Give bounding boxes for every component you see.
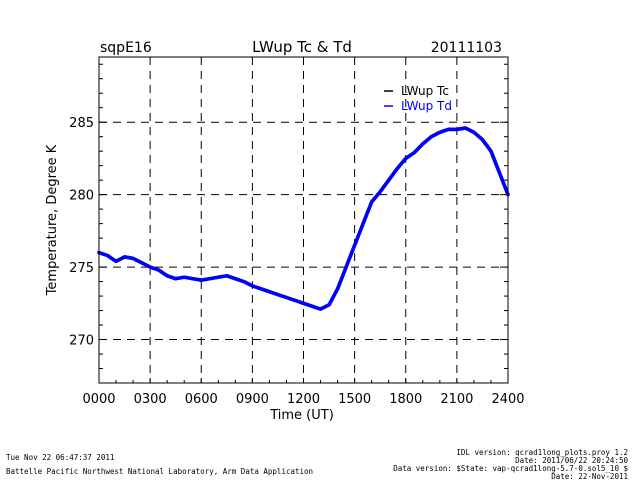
- x-tick-label: 0900: [236, 392, 269, 407]
- y-tick-label: 275: [69, 261, 94, 276]
- site-label: sqpE16: [100, 40, 152, 56]
- x-tick-label: 0000: [82, 392, 115, 407]
- y-tick-label: 285: [69, 116, 94, 131]
- legend-label-1: LWup Tc: [401, 84, 449, 98]
- legend-label-2: LWup Td: [401, 99, 452, 113]
- data-version: Data version: $State: vap-qcrad1long-5.7…: [393, 464, 628, 473]
- x-tick-label: 1200: [287, 392, 320, 407]
- x-tick-label: 2100: [440, 392, 473, 407]
- lab-credit: Battelle Pacific Northwest National Labo…: [6, 467, 314, 476]
- plot-frame: [98, 56, 509, 384]
- chart-title: LWup Tc & Td: [252, 38, 352, 56]
- grid: [99, 57, 508, 383]
- data-date: Date: 22-Nov-2011: [551, 472, 628, 481]
- y-tick-label: 270: [69, 334, 94, 349]
- x-tick-label: 1800: [389, 392, 422, 407]
- idl-date: Date: 2011/06/22 20:24:50: [515, 456, 628, 465]
- plot-series: [97, 126, 510, 311]
- x-tick-labels: 0000 0300 0600 0900 1200 1500 1800 2100 2400: [82, 392, 524, 407]
- x-tick-label: 1500: [338, 392, 371, 407]
- x-tick-label: 0300: [134, 392, 167, 407]
- y-tick-labels: 270 275 280 285: [69, 116, 94, 348]
- generated-timestamp: Tue Nov 22 06:47:37 2011: [6, 453, 115, 462]
- y-axis-title: Temperature, Degree K: [45, 144, 60, 296]
- series-line-2: [97, 126, 510, 311]
- date-label: 20111103: [431, 40, 502, 56]
- x-tick-label: 0600: [185, 392, 218, 407]
- x-axis-title: Time (UT): [269, 408, 334, 423]
- x-tick-label: 2400: [491, 392, 524, 407]
- idl-version: IDL version: qcrad1long_plots.proy 1.2: [456, 448, 628, 457]
- y-tick-label: 280: [69, 189, 94, 204]
